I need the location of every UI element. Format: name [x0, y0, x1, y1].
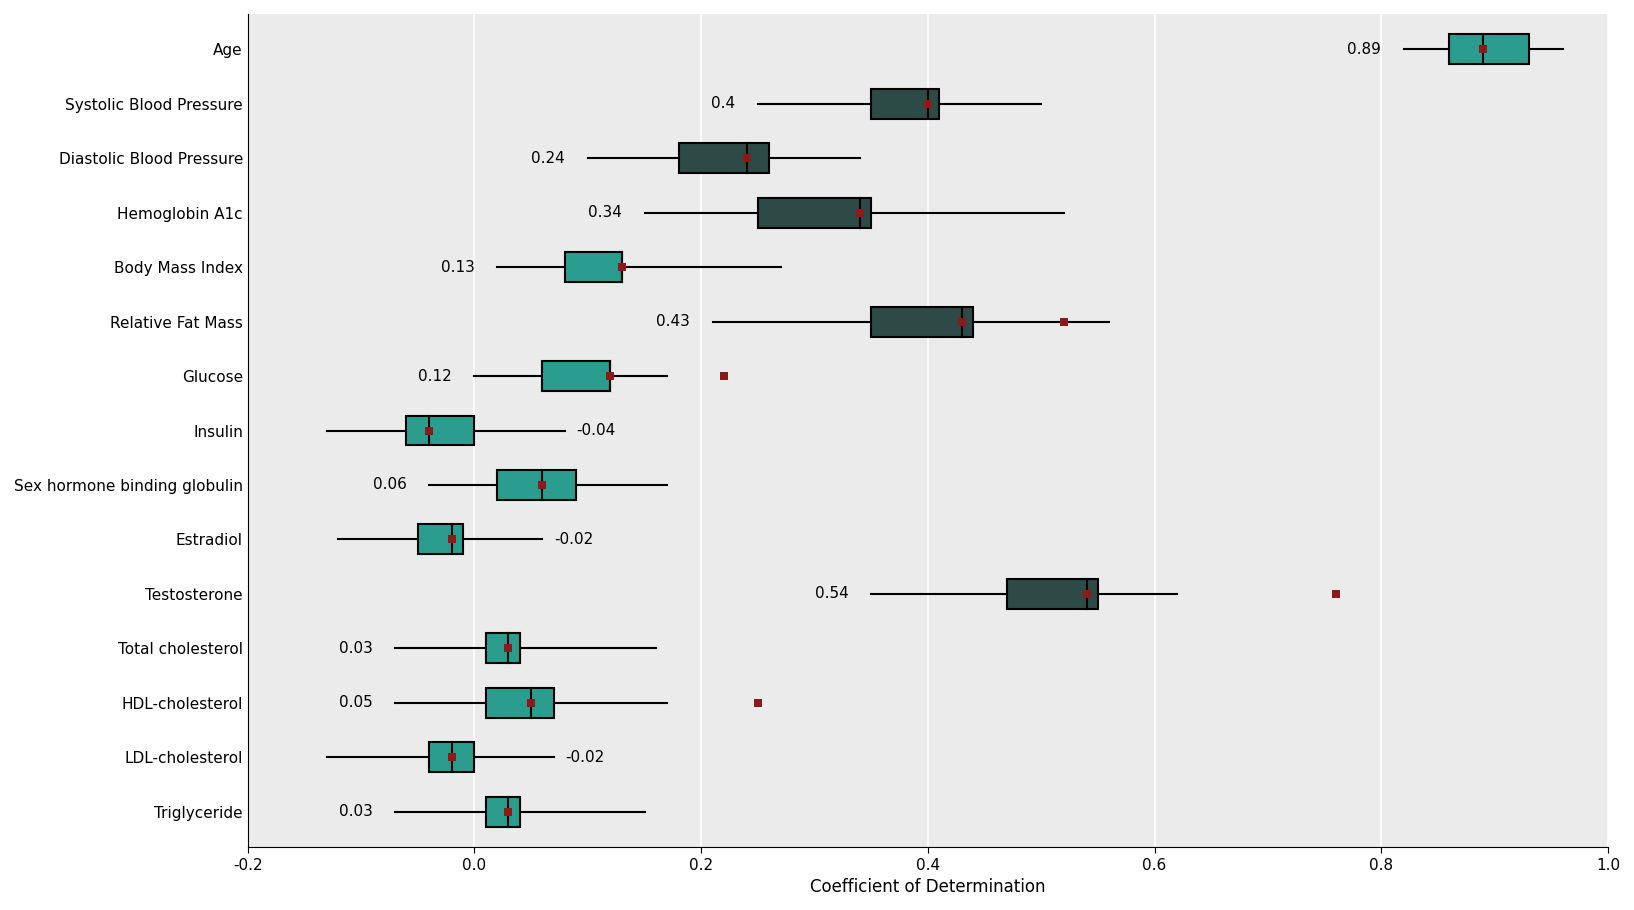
Text: 0.05: 0.05: [338, 695, 373, 711]
FancyBboxPatch shape: [485, 797, 520, 826]
Text: 0.13: 0.13: [441, 259, 474, 275]
Text: 0.03: 0.03: [338, 641, 373, 656]
Text: 0.03: 0.03: [338, 804, 373, 819]
FancyBboxPatch shape: [758, 197, 871, 228]
FancyBboxPatch shape: [497, 470, 577, 500]
Text: -0.02: -0.02: [554, 532, 593, 547]
Text: 0.4: 0.4: [711, 96, 735, 111]
Text: 0.54: 0.54: [815, 586, 848, 602]
FancyBboxPatch shape: [1449, 35, 1529, 65]
Text: 0.24: 0.24: [531, 151, 565, 166]
FancyBboxPatch shape: [418, 524, 462, 554]
FancyBboxPatch shape: [678, 143, 770, 173]
FancyBboxPatch shape: [485, 688, 554, 718]
FancyBboxPatch shape: [1007, 579, 1098, 609]
Text: 0.06: 0.06: [373, 478, 407, 492]
FancyBboxPatch shape: [871, 89, 940, 118]
Text: -0.02: -0.02: [565, 750, 605, 764]
Text: -0.04: -0.04: [577, 423, 616, 438]
FancyBboxPatch shape: [485, 633, 520, 663]
FancyBboxPatch shape: [871, 307, 974, 337]
FancyBboxPatch shape: [565, 252, 623, 282]
FancyBboxPatch shape: [407, 416, 474, 446]
Text: 0.43: 0.43: [655, 314, 690, 329]
X-axis label: Coefficient of Determination: Coefficient of Determination: [810, 878, 1046, 896]
Text: 0.89: 0.89: [1348, 42, 1381, 56]
Text: 0.12: 0.12: [418, 369, 451, 383]
Text: 0.34: 0.34: [588, 205, 623, 220]
FancyBboxPatch shape: [430, 743, 474, 773]
FancyBboxPatch shape: [542, 361, 611, 391]
